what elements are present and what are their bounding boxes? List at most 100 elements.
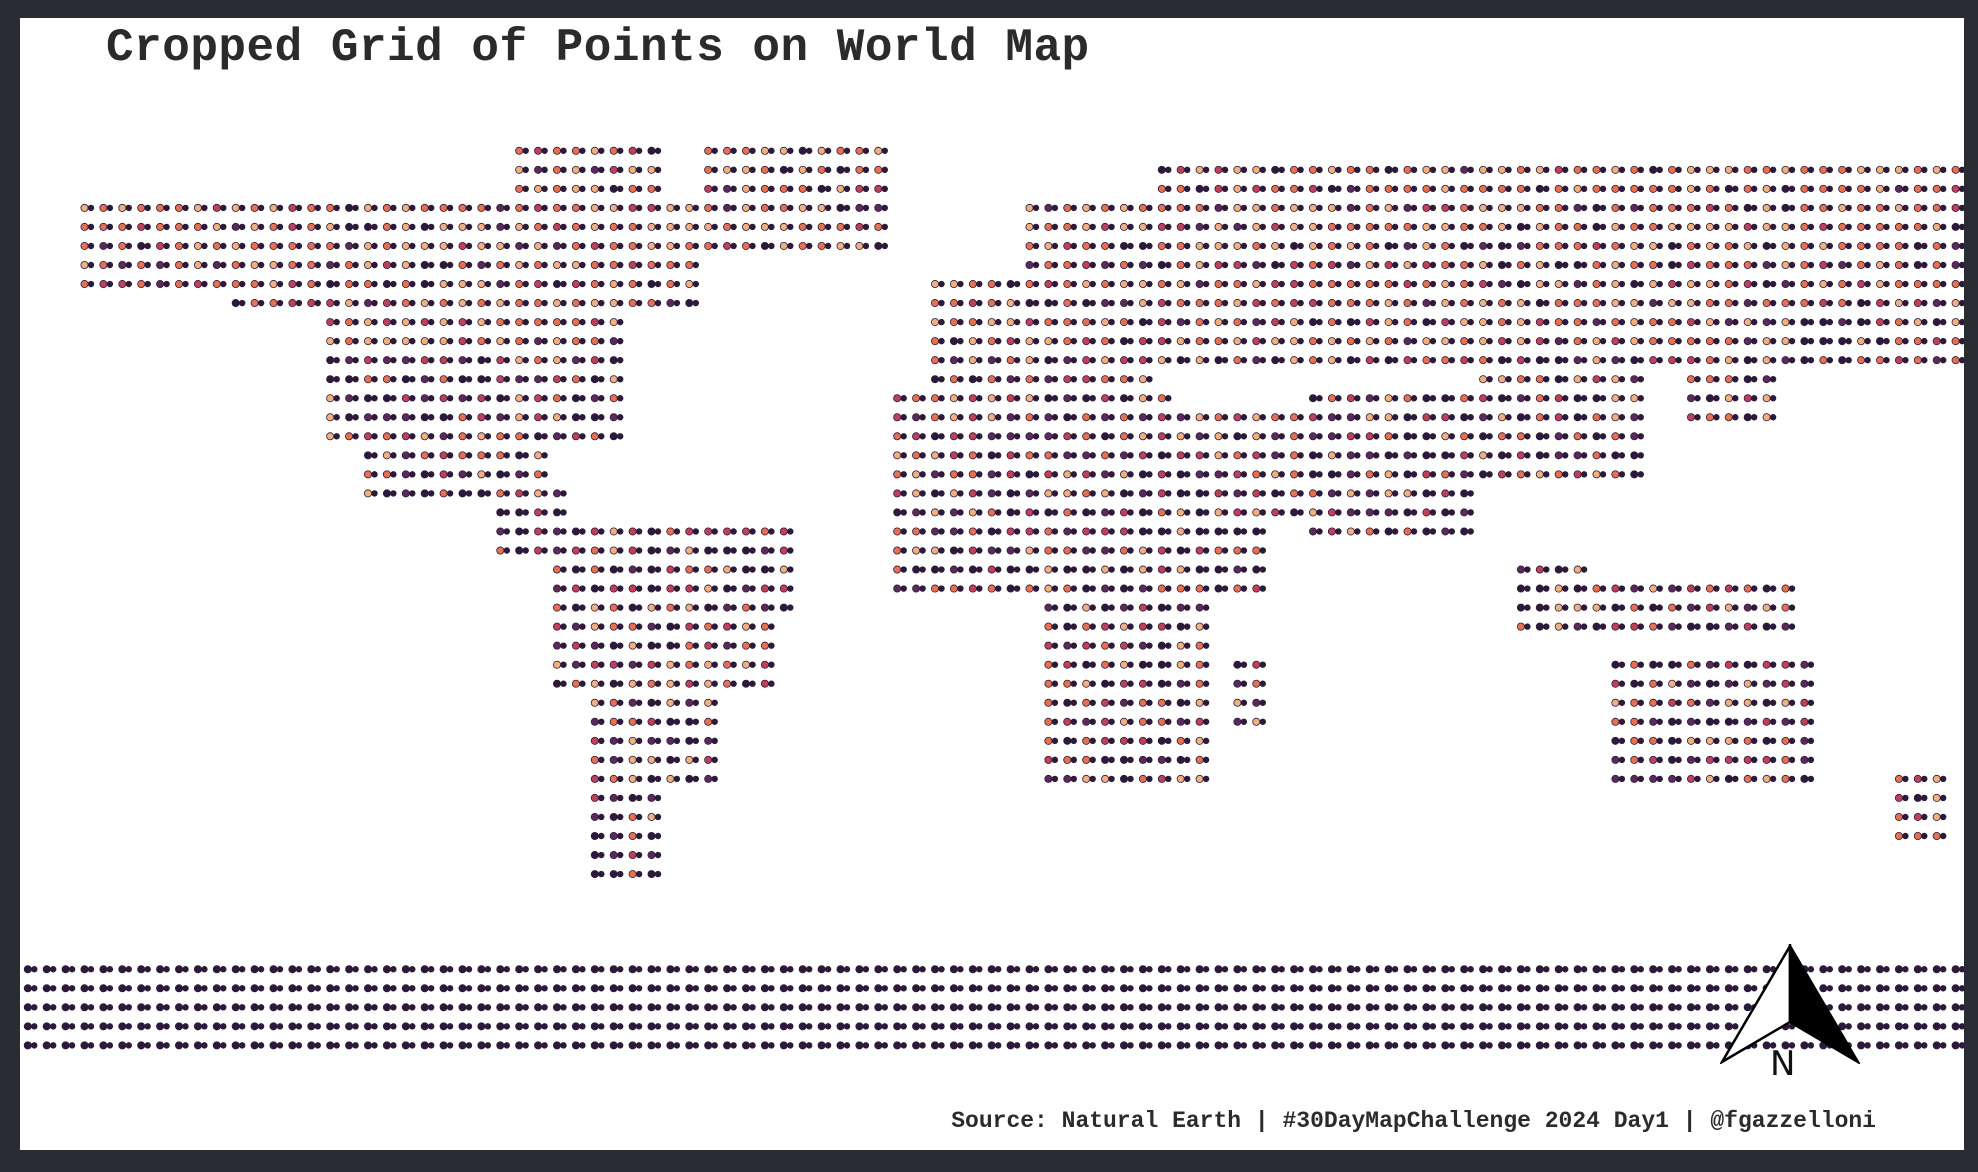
grid-point	[1214, 565, 1229, 574]
grid-point	[987, 508, 1002, 517]
grid-point	[760, 1041, 775, 1050]
grid-point	[590, 413, 605, 422]
grid-point	[553, 165, 567, 174]
grid-point	[1120, 641, 1134, 650]
grid-point	[1290, 489, 1304, 498]
grid-point	[1668, 184, 1682, 193]
grid-point	[1365, 965, 1380, 974]
grid-point	[1687, 755, 1701, 764]
grid-point	[458, 337, 473, 346]
grid-point	[439, 318, 454, 327]
grid-point	[1309, 318, 1323, 327]
grid-point	[1044, 356, 1059, 365]
grid-point	[704, 584, 718, 593]
grid-point	[1195, 318, 1210, 327]
grid-point	[1101, 527, 1115, 536]
grid-point	[269, 203, 284, 212]
grid-point	[1365, 337, 1380, 346]
grid-point	[590, 679, 605, 688]
grid-point	[477, 260, 492, 269]
grid-point	[1422, 1041, 1437, 1050]
grid-point	[1290, 280, 1304, 289]
grid-point	[401, 489, 416, 498]
grid-point	[1913, 184, 1928, 193]
grid-point	[628, 774, 643, 783]
grid-point	[1668, 774, 1682, 783]
grid-point	[1705, 755, 1720, 764]
grid-point	[1044, 1041, 1059, 1050]
grid-point	[912, 508, 926, 517]
grid-point	[515, 489, 529, 498]
grid-point	[1649, 1003, 1663, 1012]
grid-point	[609, 755, 624, 764]
grid-point	[1290, 965, 1304, 974]
grid-point	[515, 184, 529, 193]
grid-point	[1176, 337, 1191, 346]
grid-point	[609, 222, 624, 231]
grid-point	[477, 489, 492, 498]
grid-point	[1460, 260, 1474, 269]
grid-point	[1082, 736, 1096, 745]
grid-point	[1309, 965, 1323, 974]
grid-point	[1271, 260, 1285, 269]
grid-point	[458, 280, 473, 289]
grid-point	[1044, 1003, 1059, 1012]
grid-point	[326, 984, 340, 993]
grid-point	[382, 337, 397, 346]
grid-point	[1724, 184, 1739, 193]
grid-point	[553, 337, 567, 346]
grid-point	[1951, 1022, 1964, 1031]
grid-point	[231, 984, 246, 993]
grid-point	[1838, 165, 1852, 174]
grid-point	[1157, 432, 1172, 441]
grid-point	[590, 337, 605, 346]
grid-point	[949, 546, 964, 555]
grid-point	[1252, 679, 1267, 688]
grid-point	[458, 394, 473, 403]
grid-point	[1138, 489, 1153, 498]
grid-point	[1384, 984, 1399, 993]
grid-point	[326, 965, 340, 974]
grid-point	[1592, 241, 1607, 250]
grid-point	[1479, 165, 1493, 174]
grid-point	[534, 356, 548, 365]
grid-point	[553, 375, 567, 384]
grid-point	[193, 1022, 208, 1031]
grid-point	[1649, 717, 1663, 726]
grid-point	[1611, 280, 1626, 289]
grid-point	[1044, 527, 1059, 536]
grid-point	[987, 280, 1002, 289]
grid-point	[1630, 584, 1645, 593]
grid-point	[1479, 280, 1493, 289]
grid-point	[685, 984, 699, 993]
grid-point	[1403, 984, 1418, 993]
grid-point	[534, 318, 548, 327]
grid-point	[61, 1041, 76, 1050]
grid-point	[1025, 299, 1040, 308]
grid-point	[1346, 1022, 1361, 1031]
grid-point	[288, 984, 303, 993]
grid-point	[515, 356, 529, 365]
grid-point	[949, 1022, 964, 1031]
grid-point	[893, 451, 907, 460]
grid-point	[1422, 508, 1437, 517]
grid-point	[477, 413, 492, 422]
grid-point	[1498, 394, 1512, 403]
grid-point	[1516, 565, 1531, 574]
grid-point	[987, 356, 1002, 365]
grid-point	[1157, 1022, 1172, 1031]
grid-point	[1460, 394, 1474, 403]
grid-point	[742, 146, 756, 155]
grid-point	[1913, 280, 1928, 289]
grid-point	[1649, 260, 1663, 269]
grid-point	[1724, 318, 1739, 327]
grid-point	[1781, 622, 1796, 631]
grid-point	[647, 755, 662, 764]
grid-point	[1063, 1022, 1078, 1031]
grid-point	[987, 546, 1002, 555]
grid-point	[666, 1003, 681, 1012]
grid-point	[1025, 260, 1040, 269]
grid-point	[1668, 203, 1682, 212]
grid-point	[1932, 299, 1947, 308]
grid-point	[1176, 184, 1191, 193]
